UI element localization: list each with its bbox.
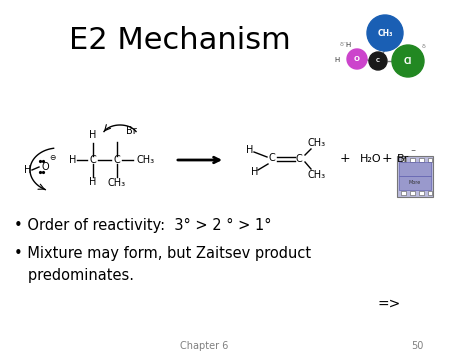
FancyBboxPatch shape: [410, 158, 415, 162]
Text: ⊖: ⊖: [49, 153, 55, 162]
Circle shape: [367, 15, 403, 51]
Text: H: H: [251, 167, 259, 177]
Text: CH₃: CH₃: [108, 178, 126, 188]
FancyBboxPatch shape: [399, 176, 430, 190]
Text: CH₃: CH₃: [308, 170, 326, 180]
Text: • Order of reactivity:  3° > 2 ° > 1°: • Order of reactivity: 3° > 2 ° > 1°: [14, 218, 272, 233]
Text: =>: =>: [377, 296, 401, 311]
Text: O: O: [41, 162, 49, 172]
Text: Br: Br: [126, 126, 137, 136]
Text: C: C: [269, 153, 275, 163]
Circle shape: [347, 49, 367, 69]
Text: C: C: [114, 155, 120, 165]
Text: C: C: [376, 59, 380, 64]
Text: C: C: [90, 155, 96, 165]
Text: Cl: Cl: [404, 56, 412, 66]
Text: H₂O: H₂O: [360, 154, 382, 164]
Text: Chapter 6: Chapter 6: [180, 341, 228, 351]
Text: H: H: [24, 165, 32, 175]
Text: ⁻: ⁻: [410, 148, 416, 158]
Text: H: H: [246, 145, 254, 155]
FancyBboxPatch shape: [419, 158, 423, 162]
Text: H: H: [346, 42, 351, 48]
Text: H: H: [69, 155, 77, 165]
FancyBboxPatch shape: [410, 191, 415, 195]
Text: 50: 50: [411, 341, 423, 351]
Text: O: O: [354, 56, 360, 62]
Text: More: More: [409, 180, 421, 185]
FancyBboxPatch shape: [428, 191, 432, 195]
FancyBboxPatch shape: [419, 191, 423, 195]
Text: +: +: [382, 153, 392, 165]
Text: H: H: [334, 57, 340, 63]
Circle shape: [392, 45, 424, 77]
Text: Br: Br: [397, 154, 409, 164]
Text: H: H: [89, 130, 97, 140]
Text: CH₃: CH₃: [377, 28, 393, 38]
FancyBboxPatch shape: [401, 191, 406, 195]
Circle shape: [369, 52, 387, 70]
Text: predominates.: predominates.: [14, 268, 134, 283]
FancyBboxPatch shape: [401, 158, 406, 162]
Text: • Mixture may form, but Zaitsev product: • Mixture may form, but Zaitsev product: [14, 246, 311, 261]
Text: CH₃: CH₃: [137, 155, 155, 165]
Text: E2 Mechanism: E2 Mechanism: [69, 26, 291, 55]
FancyBboxPatch shape: [399, 162, 430, 176]
Text: δ⁻: δ⁻: [339, 43, 346, 48]
FancyBboxPatch shape: [397, 156, 433, 197]
Text: +: +: [340, 153, 350, 165]
Text: C: C: [296, 154, 302, 164]
FancyBboxPatch shape: [428, 158, 432, 162]
Text: H: H: [89, 177, 97, 187]
Text: δ: δ: [422, 44, 426, 49]
Text: CH₃: CH₃: [308, 138, 326, 148]
